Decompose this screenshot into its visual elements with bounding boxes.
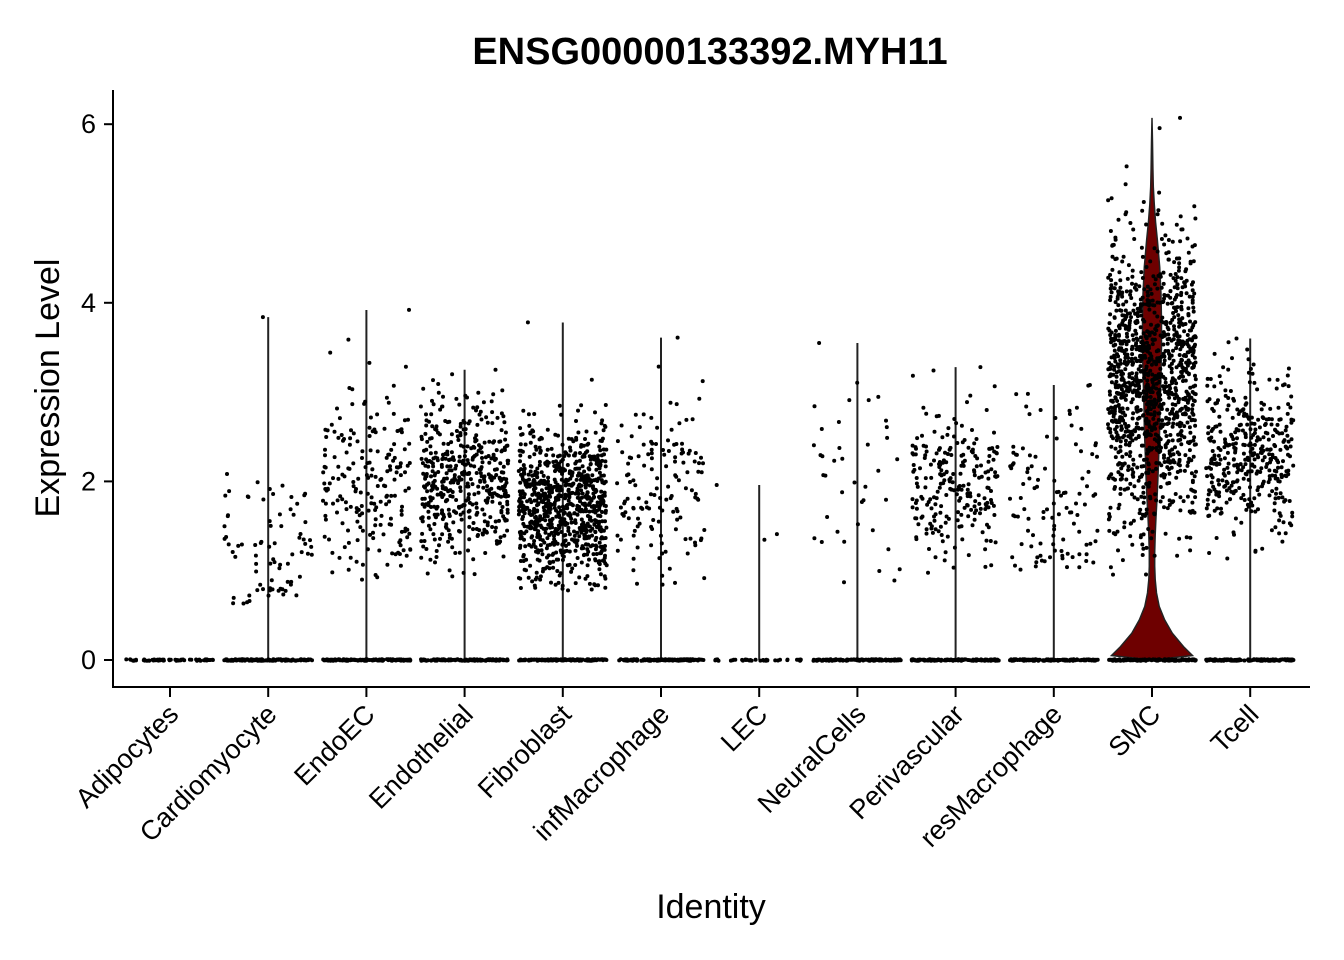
expression-points: [418, 367, 511, 579]
violin-group-NeuralCells: [811, 341, 903, 663]
x-tick-label: EndoEC: [288, 699, 380, 791]
zero-points: [1008, 657, 1100, 663]
zero-points: [124, 657, 215, 663]
expression-points: [811, 341, 902, 585]
zero-points: [617, 657, 706, 663]
y-axis-title: Expression Level: [29, 259, 67, 518]
y-tick-label: 2: [81, 466, 96, 496]
expression-points: [1008, 383, 1100, 572]
chart-title: ENSG00000133392.MYH11: [472, 31, 947, 73]
x-axis-title: Identity: [656, 888, 766, 926]
expression-points: [516, 320, 609, 593]
expression-points: [222, 315, 314, 606]
x-tick-label: LEC: [715, 699, 773, 757]
violin-group-EndoEC: [321, 307, 413, 663]
y-tick-label: 6: [81, 109, 96, 139]
violin-group-Adipocytes: [124, 657, 215, 663]
zero-points: [811, 657, 903, 663]
violin-group-resMacrophage: [1008, 383, 1100, 663]
expression-points: [321, 307, 413, 582]
zero-points: [1204, 657, 1296, 663]
expression-points: [1106, 115, 1199, 577]
zero-points: [222, 657, 315, 663]
y-axis-ticks: 0 2 4 6: [81, 109, 113, 675]
violin-group-SMC: [1106, 115, 1199, 663]
expression-points: [910, 365, 1000, 575]
expression-points: [1204, 336, 1296, 561]
zero-points: [517, 657, 609, 663]
violin-group-Tcell: [1204, 336, 1296, 663]
violin-group-Perivascular: [909, 365, 1001, 663]
plot-area: [124, 115, 1296, 663]
zero-points: [321, 657, 413, 663]
violin-group-LEC: [713, 483, 803, 663]
expression-points: [615, 335, 707, 587]
y-tick-label: 0: [81, 645, 96, 675]
zero-points: [713, 657, 803, 663]
expression-points: [714, 483, 779, 542]
x-tick-label: Fibroblast: [472, 699, 577, 804]
zero-points: [419, 657, 510, 663]
y-tick-label: 4: [81, 288, 96, 318]
zero-points: [909, 657, 1001, 663]
x-tick-label: Endothelial: [363, 699, 479, 815]
violin-group-Endothelial: [418, 367, 511, 663]
x-tick-label: SMC: [1103, 699, 1167, 763]
violin-group-Cardiomyocyte: [222, 315, 315, 663]
zero-points: [1107, 657, 1198, 663]
x-tick-label: Tcell: [1205, 699, 1264, 758]
violin-group-infMacrophage: [615, 335, 707, 663]
violin-group-Fibroblast: [516, 320, 609, 663]
